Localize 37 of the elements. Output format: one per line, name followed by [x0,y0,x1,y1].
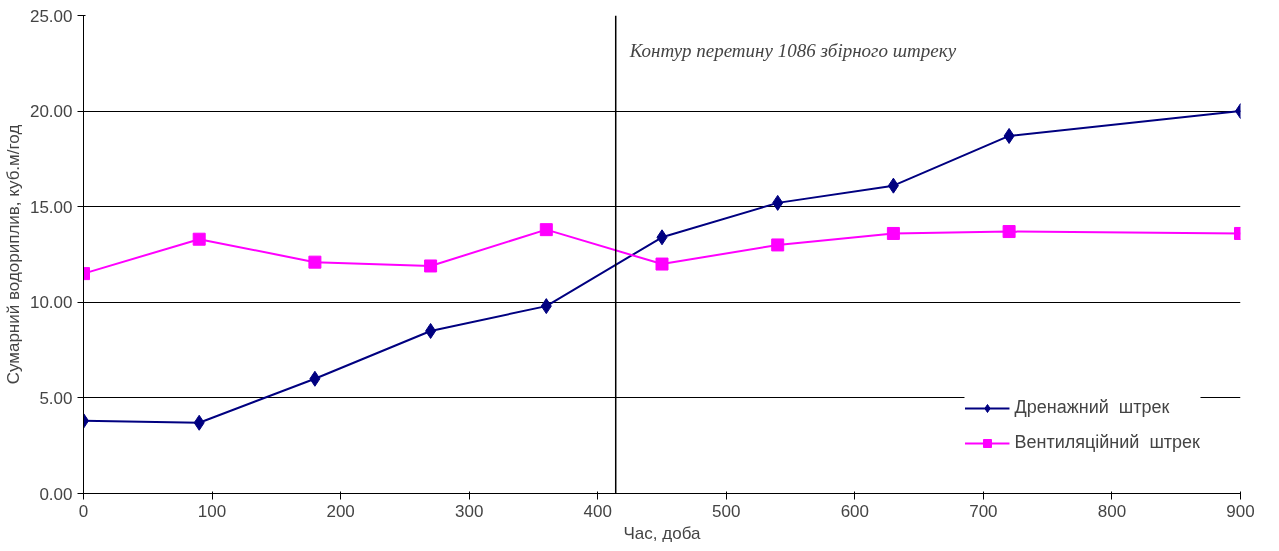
legend-label: Дренажний штрек [1014,397,1170,418]
y-tick-label: 5.00 [39,388,73,408]
x-tick-label: 0 [78,501,89,521]
x-tick-label: 400 [583,501,612,521]
point [425,322,437,339]
point [1002,225,1016,239]
x-tick-label: 900 [1226,501,1255,521]
point [309,370,321,387]
ref-line-label: Контур перетину 1086 збірного штреку [628,39,957,61]
x-axis-title: Час, доба [623,523,701,543]
point [772,194,784,211]
x-tick-label: 100 [197,501,227,521]
x-tick-label: 600 [840,501,870,521]
point [887,177,899,194]
y-tick-label: 0.00 [39,484,73,504]
point [540,298,552,315]
point [771,238,785,252]
point [424,259,438,273]
x-tick-label: 700 [969,501,998,521]
point [1003,127,1015,144]
point [886,226,900,240]
x-tick-label: 500 [712,501,741,521]
y-axis-title: Сумарний водориплив, куб.м/год [3,124,23,385]
point [192,232,206,246]
y-tick-label: 15.00 [29,197,73,217]
point [656,229,668,246]
y-tick-label: 20.00 [29,102,73,122]
point [655,257,669,271]
point [539,223,553,237]
y-tick-label: 10.00 [29,293,73,313]
x-tick-label: 300 [454,501,484,521]
x-tick-label: 200 [326,501,355,521]
legend-label: Вентиляційний штрек [1014,432,1200,453]
point [308,255,322,269]
y-tick-label: 25.00 [29,6,73,26]
x-tick-label: 800 [1097,501,1127,521]
point [193,414,205,431]
